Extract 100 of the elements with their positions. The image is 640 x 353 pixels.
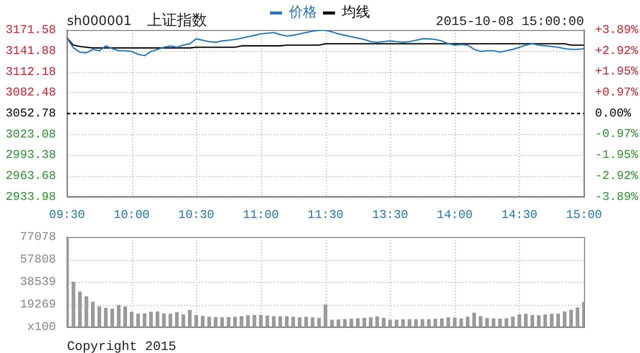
bar bbox=[310, 317, 314, 327]
bar bbox=[569, 310, 573, 327]
y-tick-label: 2993.38 bbox=[6, 148, 56, 162]
bar bbox=[536, 315, 541, 327]
text: Copyright 2015 bbox=[67, 339, 176, 353]
y2-tick-label: -0.97% bbox=[595, 127, 640, 142]
bar bbox=[207, 316, 212, 327]
bar bbox=[252, 314, 256, 327]
bar bbox=[511, 316, 515, 327]
y2-tick-label: -1.95% bbox=[595, 148, 640, 162]
bar bbox=[530, 314, 534, 327]
bar bbox=[246, 315, 250, 327]
bar bbox=[498, 318, 502, 327]
bar bbox=[485, 318, 489, 327]
bar bbox=[466, 316, 470, 327]
bar bbox=[272, 316, 276, 327]
y2-tick-label: -2.92% bbox=[595, 169, 640, 183]
y2-tick-label: +3.89% bbox=[595, 23, 640, 38]
bar bbox=[84, 296, 88, 327]
bar bbox=[266, 316, 270, 327]
bar bbox=[576, 307, 580, 327]
x-tick-label: 09:30 bbox=[48, 208, 86, 222]
bar bbox=[324, 304, 328, 327]
bar bbox=[91, 302, 95, 327]
bar bbox=[330, 320, 334, 327]
bar bbox=[350, 318, 354, 327]
x-tick-label: 11:30 bbox=[307, 208, 344, 222]
bar bbox=[427, 319, 431, 327]
text: 2015-10-08 15:00:00 bbox=[436, 14, 584, 29]
y-tick-label: 38539 bbox=[20, 275, 56, 290]
bar bbox=[401, 319, 405, 327]
bar bbox=[214, 317, 218, 327]
bar bbox=[362, 318, 366, 327]
x-tick-label: 13:30 bbox=[372, 208, 408, 222]
bar bbox=[434, 318, 438, 327]
bar bbox=[518, 314, 522, 327]
bar bbox=[368, 317, 373, 327]
bar bbox=[136, 314, 140, 327]
y-tick-label: 3171.58 bbox=[6, 23, 56, 38]
bar bbox=[388, 320, 392, 327]
x-tick-label: 15:00 bbox=[566, 208, 602, 222]
bar bbox=[562, 311, 566, 327]
y-tick-label: 3023.08 bbox=[6, 127, 56, 142]
x-tick-label: 10:00 bbox=[114, 208, 150, 222]
bar bbox=[504, 318, 508, 327]
bar bbox=[394, 320, 398, 327]
bar bbox=[550, 314, 554, 327]
y-tick-label: 3052.78 bbox=[6, 106, 56, 120]
bar bbox=[72, 282, 76, 327]
bar bbox=[194, 314, 198, 327]
y2-tick-label: -3.89% bbox=[595, 190, 640, 204]
bar bbox=[440, 318, 444, 327]
bar bbox=[317, 318, 321, 327]
bar bbox=[200, 316, 205, 327]
y-tick-label: 77078 bbox=[20, 230, 56, 244]
bar bbox=[459, 318, 464, 327]
y2-tick-label: 0.00% bbox=[595, 106, 632, 120]
bar bbox=[142, 313, 146, 327]
bar bbox=[97, 306, 102, 327]
bar bbox=[291, 316, 296, 327]
y2-tick-label: +1.95% bbox=[595, 64, 640, 79]
x-tick-label: 11:00 bbox=[242, 208, 279, 222]
bar bbox=[556, 314, 560, 327]
bar bbox=[343, 319, 347, 327]
bar bbox=[298, 317, 302, 327]
bar bbox=[284, 316, 289, 327]
bar bbox=[116, 304, 121, 327]
chart-title: sh000001 bbox=[67, 14, 132, 29]
bar bbox=[472, 312, 476, 327]
bar bbox=[524, 314, 528, 327]
bar bbox=[181, 314, 186, 327]
y-tick-label: x100 bbox=[27, 320, 56, 334]
y-tick-label: 57808 bbox=[20, 252, 56, 267]
bar bbox=[233, 316, 237, 327]
x-tick-label: 14:30 bbox=[501, 208, 538, 222]
y-tick-label: 3082.48 bbox=[6, 86, 56, 100]
bar bbox=[375, 316, 380, 327]
bar bbox=[259, 314, 263, 327]
bar bbox=[130, 312, 134, 327]
bar bbox=[162, 313, 166, 327]
x-tick-label: 14:00 bbox=[436, 208, 473, 222]
y-tick-label: 3112.18 bbox=[6, 64, 56, 79]
bar bbox=[156, 311, 160, 327]
bar bbox=[414, 319, 418, 327]
bar bbox=[356, 318, 360, 327]
y2-tick-label: +2.92% bbox=[595, 44, 640, 58]
y-tick-label: 2933.98 bbox=[6, 190, 56, 204]
bar bbox=[543, 314, 548, 327]
bar bbox=[188, 310, 192, 327]
bar bbox=[104, 308, 108, 327]
bar bbox=[304, 316, 308, 327]
legend-label: 价格 bbox=[288, 4, 317, 21]
chart-subtitle: 上证指数 bbox=[147, 11, 207, 29]
bar bbox=[336, 319, 340, 327]
y-tick-label: 3141.88 bbox=[6, 44, 56, 58]
bar bbox=[420, 319, 424, 327]
bar bbox=[382, 318, 386, 327]
legend-label: 均线 bbox=[341, 4, 370, 21]
bar bbox=[278, 316, 282, 327]
bar bbox=[226, 317, 230, 327]
